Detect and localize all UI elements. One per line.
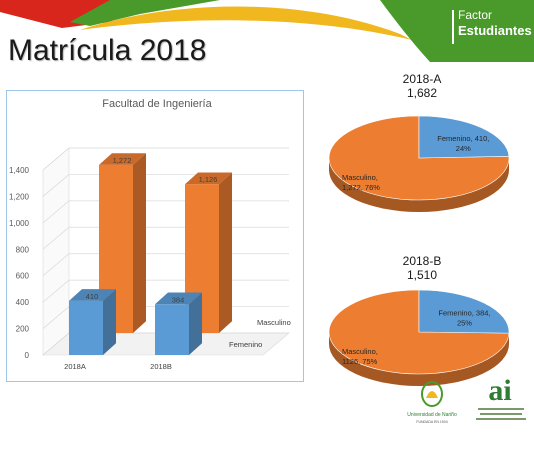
ai-mark: ai	[488, 374, 511, 407]
x-tick-label: 2018A	[64, 362, 86, 371]
pie-b-title: 2018-B 1,510	[362, 254, 482, 282]
series-axis-label: Femenino	[229, 340, 262, 349]
pie-data-label: 1,272, 76%	[342, 183, 380, 192]
pie-b-total: 1,510	[406, 268, 438, 282]
ai-text-line-3	[476, 418, 526, 420]
banner-green-right-shape	[380, 0, 534, 62]
bar-side	[189, 292, 202, 355]
banner-green-left-shape	[70, 0, 220, 26]
gridline	[42, 174, 289, 197]
bar-data-label: 384	[172, 295, 185, 304]
pie-data-label: 24%	[456, 144, 471, 153]
bar-data-label: 1,126	[199, 175, 218, 184]
pie-a-total: 1,682	[406, 86, 438, 100]
pie-data-label: 1126, 75%	[342, 357, 378, 366]
gridline	[42, 200, 289, 224]
bar-top	[185, 172, 232, 185]
bar-data-label: 1,272	[113, 156, 132, 165]
bar	[69, 300, 103, 355]
page-title: Matrícula 2018	[8, 34, 207, 67]
bar-side	[103, 289, 116, 355]
pie-b-title-text: 2018-B	[402, 254, 442, 268]
bar-chart: Facultad de Ingeniería 0 200 400 600 800 1,000…	[9, 98, 291, 371]
udenar-emblem	[421, 381, 443, 407]
brand-divider	[452, 10, 454, 44]
pie-slice-femenino	[418, 289, 510, 334]
pie-data-label: 25%	[457, 318, 472, 327]
gridline	[42, 147, 289, 171]
ai-accreditation-logo: ai	[476, 374, 526, 420]
udenar-line1: Universidad de Nariño	[407, 412, 457, 418]
banner-yellow-shape	[80, 6, 412, 40]
y-tick-label: 1,200	[9, 192, 30, 201]
pie-side	[329, 158, 509, 212]
pie-data-label: Femenino, 384,	[438, 308, 490, 317]
pie-a-title-text: 2018-A	[402, 72, 442, 86]
gridline	[42, 253, 289, 276]
y-tick-label: 1,000	[9, 219, 30, 228]
brand-logo: Factor Estudiantes	[458, 8, 532, 39]
bar-top	[99, 153, 146, 165]
bar	[155, 304, 189, 355]
bar-chart-side-wall	[42, 147, 70, 356]
header-banner	[0, 0, 534, 62]
brand-line2: Estudiantes	[458, 23, 532, 38]
gridline	[42, 226, 289, 250]
y-tick-label: 400	[16, 298, 30, 307]
bar-chart-panel: Facultad de Ingeniería 0 200 400 600 800 1,000…	[6, 90, 304, 382]
series-axis-label: Masculino	[257, 318, 291, 327]
y-tick-label: 200	[16, 325, 30, 334]
y-tick-label: 600	[16, 272, 30, 281]
pie-slice-femenino	[418, 115, 510, 159]
udenar-emblem-leaf	[426, 391, 438, 398]
udenar-line2: FUNDADA EN 1904	[416, 420, 447, 424]
pie-a-title: 2018-A 1,682	[362, 72, 482, 100]
universidad-narino-logo: Universidad de Nariño FUNDADA EN 1904	[407, 381, 457, 424]
pie-chart-2018b: Femenino, 384,25% Masculino,1126, 75%	[328, 289, 510, 386]
pie-data-label: Masculino,	[342, 173, 378, 182]
bar-side	[219, 172, 232, 333]
bar-top	[155, 292, 202, 305]
y-tick-label: 0	[25, 351, 30, 360]
pie-data-label: Femenino, 410,	[437, 134, 489, 143]
pie-side	[329, 332, 509, 386]
ai-text-line-2	[480, 413, 522, 415]
x-tick-label: 2018B	[150, 362, 172, 371]
y-tick-label: 1,400	[9, 166, 30, 175]
pie-chart-2018a: Femenino, 410,24% Masculino,1,272, 76%	[328, 115, 510, 212]
bar-data-label: 410	[86, 292, 99, 301]
brand-line1: Factor	[458, 8, 493, 22]
pie-data-label: Masculino,	[342, 347, 378, 356]
bar-chart-title: Facultad de Ingeniería	[102, 98, 212, 110]
bar-side	[133, 153, 146, 333]
bar-top	[69, 289, 116, 301]
ai-text-line-1	[478, 408, 524, 410]
y-tick-label: 800	[16, 245, 30, 254]
